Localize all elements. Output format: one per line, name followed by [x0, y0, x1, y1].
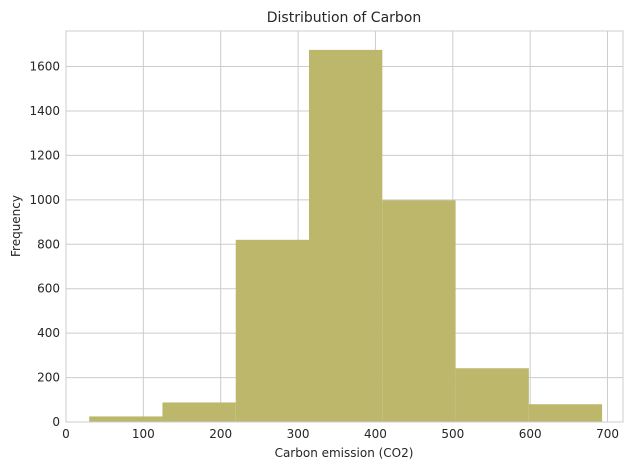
- histogram-bar-7: [528, 404, 603, 422]
- y-tick-label: 600: [37, 282, 60, 296]
- x-tick-label: 600: [519, 427, 542, 441]
- y-tick-label: 1000: [29, 193, 60, 207]
- histogram-bars: [89, 49, 603, 423]
- histogram-bar-6: [455, 368, 529, 422]
- x-axis-ticks: 0 100 200 300 400 500 600 700: [62, 427, 619, 441]
- y-tick-label: 400: [37, 326, 60, 340]
- histogram-bar-1: [89, 416, 163, 422]
- histogram-bar-3: [235, 239, 309, 422]
- y-axis-label: Frequency: [9, 195, 23, 257]
- y-tick-label: 1200: [29, 148, 60, 162]
- y-tick-label: 800: [37, 237, 60, 251]
- x-tick-label: 0: [62, 427, 70, 441]
- y-axis-ticks: 0 200 400 600 800 1000 1200 1400 1600: [29, 60, 60, 429]
- x-tick-label: 100: [132, 427, 155, 441]
- y-tick-label: 1600: [29, 60, 60, 74]
- x-tick-label: 400: [364, 427, 387, 441]
- histogram-bar-5: [382, 200, 456, 422]
- histogram-bar-4: [308, 49, 383, 423]
- y-tick-label: 1400: [29, 104, 60, 118]
- plot-frame: [65, 30, 624, 423]
- x-tick-label: 300: [287, 427, 310, 441]
- histogram-bar-2: [162, 402, 236, 422]
- y-tick-label: 0: [52, 415, 60, 429]
- x-tick-label: 200: [209, 427, 232, 441]
- chart-title: Distribution of Carbon: [267, 10, 422, 26]
- x-axis-label: Carbon emission (CO2): [275, 446, 414, 460]
- y-tick-label: 200: [37, 371, 60, 385]
- x-tick-label: 700: [596, 427, 619, 441]
- x-tick-label: 500: [441, 427, 464, 441]
